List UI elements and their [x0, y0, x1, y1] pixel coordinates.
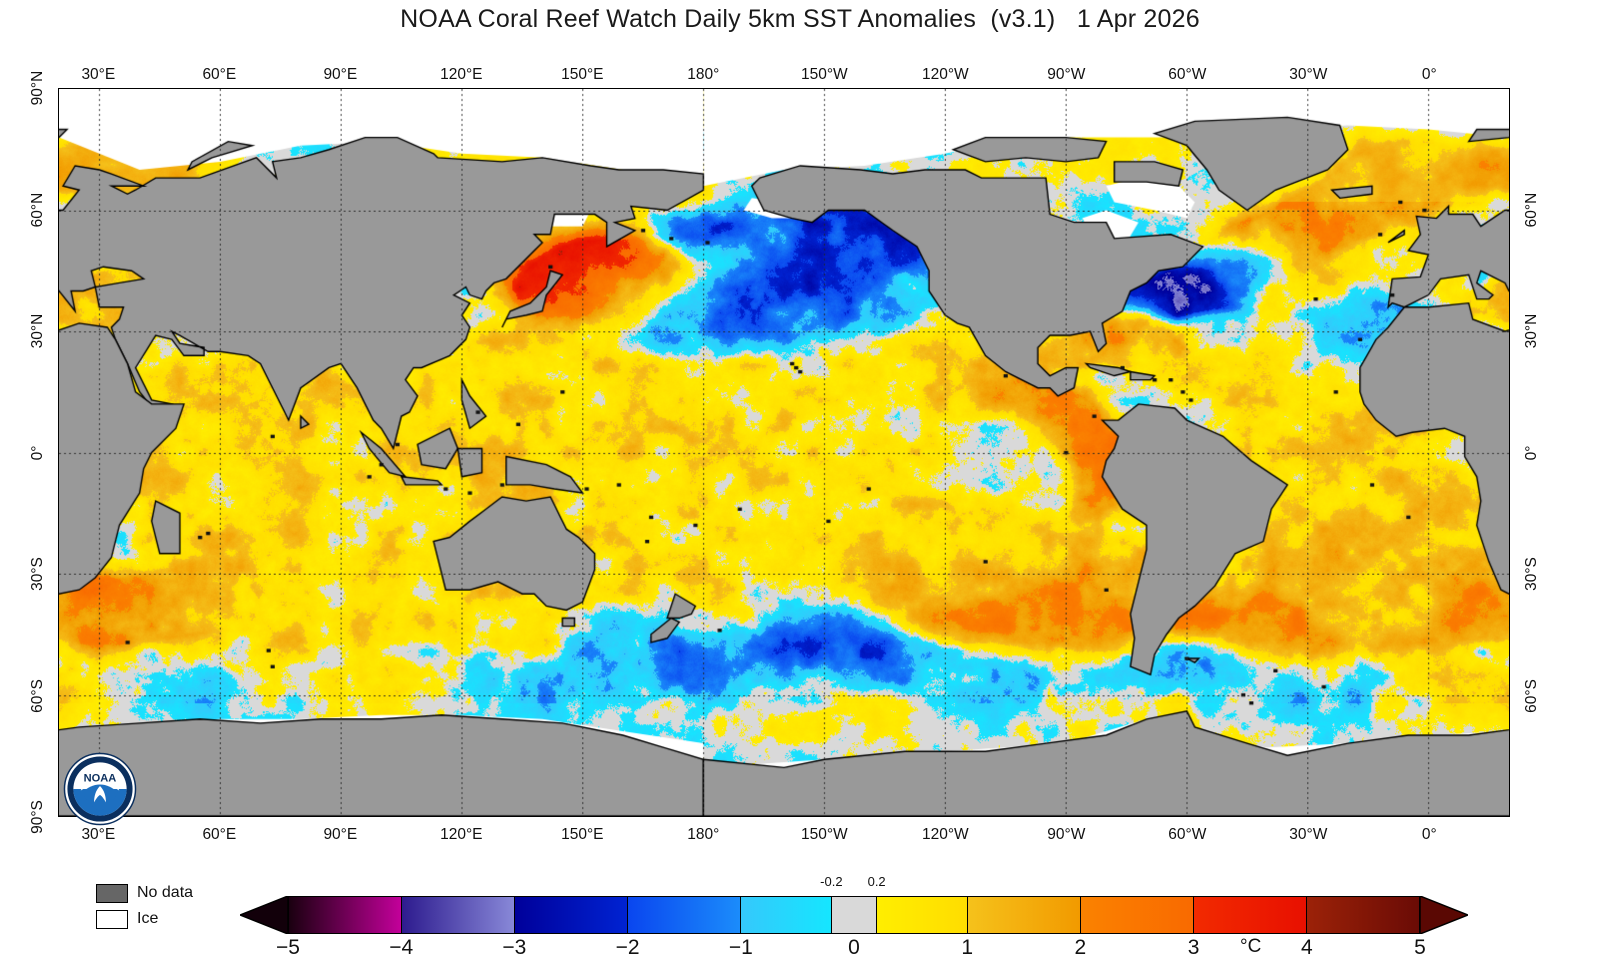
lon-tick-bottom: 120°W [921, 826, 969, 843]
lon-tick-top: 180° [687, 66, 720, 83]
lon-tick-top: 120°W [921, 66, 969, 83]
lon-tick-top: 120°E [440, 66, 483, 83]
lon-tick-top: 30°E [81, 66, 116, 83]
lon-tick-bottom: 30°E [81, 826, 116, 843]
lon-tick-top: 30°W [1289, 66, 1328, 83]
colorbar-segment [741, 897, 832, 933]
colorbar-segment [854, 897, 878, 933]
colorbar-tick-label: 5 [1414, 936, 1426, 959]
sst-anomaly-heatmap-canvas [59, 89, 1509, 816]
lon-tick-bottom: 120°E [440, 826, 483, 843]
colorbar-tick-label: −4 [389, 936, 414, 959]
colorbar-segment [968, 897, 1081, 933]
ice-swatch [96, 909, 128, 929]
no-data-swatch [96, 883, 128, 903]
lon-tick-bottom: 0° [1421, 826, 1437, 843]
lat-tick-left: 60°S [29, 678, 46, 713]
lon-tick-bottom: 150°W [800, 826, 848, 843]
colorbar-segment [1194, 897, 1307, 933]
lat-tick-left: 30°N [29, 313, 46, 349]
lat-tick-left: 30°S [29, 557, 46, 591]
colorbar-segment [515, 897, 628, 933]
colorbar-tick-label: −1 [728, 936, 753, 959]
colorbar-segment [628, 897, 741, 933]
colorbar-under-arrow [240, 896, 288, 934]
lon-tick-top: 0° [1421, 66, 1437, 83]
colorbar-tick-label: 2 [1074, 936, 1087, 959]
colorbar-segment [289, 897, 402, 933]
lon-tick-bottom: 90°E [323, 826, 358, 843]
lat-tick-left: 0° [29, 445, 46, 460]
colorbar-segment [1307, 897, 1419, 933]
colorbar-minor-label: -0.2 [820, 874, 843, 889]
lon-tick-top: 150°W [800, 66, 848, 83]
lat-tick-right: 60°S [1523, 678, 1540, 713]
lon-tick-top: 60°E [202, 66, 237, 83]
colorbar-over-arrow [1420, 896, 1468, 934]
lon-tick-bottom: 30°W [1289, 826, 1328, 843]
colorbar-tick-label: 1 [961, 936, 974, 959]
map-legend: No data Ice [96, 880, 193, 932]
svg-text:NOAA: NOAA [84, 773, 117, 785]
lat-tick-right: 0° [1523, 445, 1540, 460]
colorbar[interactable]: −5 −4 −3 −2 −1 0 1 2 3 4 5 -0.2 0.2 [240, 874, 1468, 959]
colorbar-segment [1081, 897, 1194, 933]
lon-tick-top: 90°E [323, 66, 358, 83]
colorbar-tick-label: 0 [848, 936, 860, 959]
colorbar-segment [877, 897, 968, 933]
lon-tick-top: 60°W [1168, 66, 1207, 83]
legend-item-no-data: No data [96, 880, 193, 906]
lat-tick-left: 90°S [29, 800, 46, 834]
legend-item-ice: Ice [96, 906, 193, 932]
colorbar-segment [831, 897, 854, 933]
colorbar-tick-label: −3 [502, 936, 527, 959]
colorbar-minor-label: 0.2 [867, 874, 886, 889]
colorbar-tick-label: −5 [276, 936, 300, 959]
lat-tick-right: 30°N [1523, 313, 1540, 349]
lat-tick-left: 60°N [29, 192, 46, 227]
colorbar-tick-label: −2 [615, 936, 640, 959]
lon-tick-top: 150°E [561, 66, 604, 83]
lon-tick-bottom: 150°E [561, 826, 604, 843]
colorbar-gradient [288, 896, 1420, 934]
lon-tick-bottom: 180° [687, 826, 720, 843]
lat-tick-left: 90°N [29, 70, 46, 106]
noaa-logo: NOAA [63, 752, 137, 826]
lon-tick-bottom: 60°E [202, 826, 237, 843]
sst-anomaly-map[interactable] [58, 88, 1510, 817]
lon-tick-top: 90°W [1047, 66, 1086, 83]
colorbar-tick-label: 4 [1300, 936, 1313, 959]
colorbar-tick-label: 3 [1187, 936, 1200, 959]
colorbar-segment [402, 897, 515, 933]
page-title: NOAA Coral Reef Watch Daily 5km SST Anom… [400, 5, 1200, 33]
no-data-label: No data [137, 884, 194, 901]
lon-tick-bottom: 60°W [1168, 826, 1207, 843]
colorbar-unit-label: °C [1240, 936, 1262, 957]
ice-label: Ice [137, 910, 159, 927]
lon-tick-bottom: 90°W [1047, 826, 1086, 843]
lat-tick-right: 30°S [1523, 557, 1540, 591]
lat-tick-right: 60°N [1523, 192, 1540, 227]
